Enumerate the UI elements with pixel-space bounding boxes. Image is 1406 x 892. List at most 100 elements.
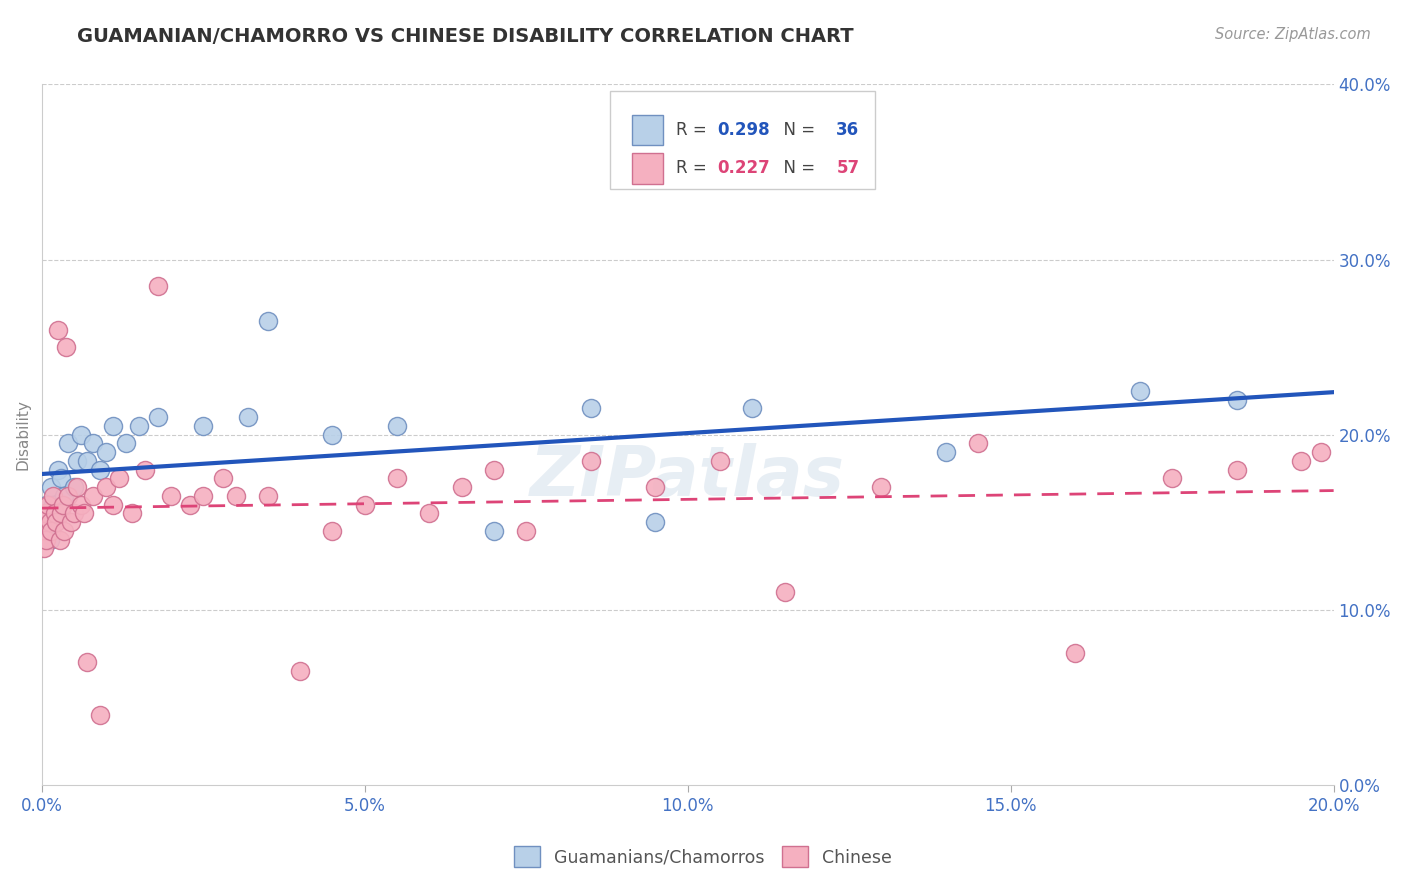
FancyBboxPatch shape [633,114,664,145]
Point [34,498,56,512]
Text: N =: N = [773,160,820,178]
Legend: Guamanians/Chamorros, Chinese: Guamanians/Chamorros, Chinese [508,839,898,874]
Point [89,462,111,476]
Point [32,515,55,529]
Point [773,585,796,599]
Point [59,515,82,529]
Point [63,480,86,494]
Point [193,489,215,503]
Point [37,498,59,512]
Point [128,418,150,433]
Point [32,515,55,529]
Point [450,480,472,494]
Point [101,498,124,512]
Point [257,314,280,328]
Point [52,498,75,512]
Text: 0.298: 0.298 [717,121,770,139]
Text: R =: R = [676,121,711,139]
Point [34,507,56,521]
Point [42,498,65,512]
Point [51,471,73,485]
Text: 0.227: 0.227 [717,160,770,178]
Text: ZIPatlas: ZIPatlas [530,443,845,510]
Point [146,410,169,425]
Text: 57: 57 [837,160,859,178]
Point [89,707,111,722]
Point [55,340,77,354]
Point [66,480,89,494]
Text: R =: R = [676,160,711,178]
Point [53,489,76,503]
Point [34,524,56,538]
Point [482,524,505,538]
Point [42,489,65,503]
Point [101,418,124,433]
Y-axis label: Disability: Disability [15,399,30,470]
Point [35,507,58,521]
Point [96,445,118,459]
Point [32,541,55,556]
Point [1064,647,1087,661]
Point [193,418,215,433]
Point [46,462,69,476]
Point [108,471,131,485]
Point [288,664,311,678]
Point [38,515,60,529]
Point [121,507,143,521]
Point [53,524,76,538]
Point [225,489,247,503]
Point [644,515,666,529]
Point [73,507,96,521]
Point [257,489,280,503]
Point [321,427,343,442]
Point [967,436,990,450]
Text: N =: N = [773,121,820,139]
Point [35,533,58,547]
Point [1161,471,1184,485]
Point [935,445,957,459]
Point [44,507,66,521]
Point [418,507,440,521]
Point [45,515,67,529]
Point [31,524,53,538]
FancyBboxPatch shape [633,153,664,184]
Point [66,454,89,468]
Point [37,515,59,529]
Point [69,498,91,512]
Point [1226,462,1249,476]
Point [1129,384,1152,398]
Point [741,401,763,416]
Point [76,655,98,669]
Point [41,480,63,494]
Point [211,471,233,485]
Point [1226,392,1249,407]
Point [46,322,69,336]
FancyBboxPatch shape [610,92,875,189]
Point [134,462,156,476]
Point [385,418,408,433]
Point [353,498,375,512]
Point [870,480,893,494]
Point [44,507,66,521]
Point [238,410,260,425]
Point [76,454,98,468]
Point [644,480,666,494]
Point [1291,454,1313,468]
Point [146,278,169,293]
Point [160,489,183,503]
Point [179,498,201,512]
Point [709,454,731,468]
Point [56,489,79,503]
Text: GUAMANIAN/CHAMORRO VS CHINESE DISABILITY CORRELATION CHART: GUAMANIAN/CHAMORRO VS CHINESE DISABILITY… [77,27,853,45]
Point [51,507,73,521]
Point [49,533,72,547]
Point [63,507,86,521]
Point [69,427,91,442]
Point [579,401,602,416]
Point [114,436,136,450]
Point [321,524,343,538]
Point [82,436,104,450]
Point [41,524,63,538]
Point [1309,445,1331,459]
Text: Source: ZipAtlas.com: Source: ZipAtlas.com [1215,27,1371,42]
